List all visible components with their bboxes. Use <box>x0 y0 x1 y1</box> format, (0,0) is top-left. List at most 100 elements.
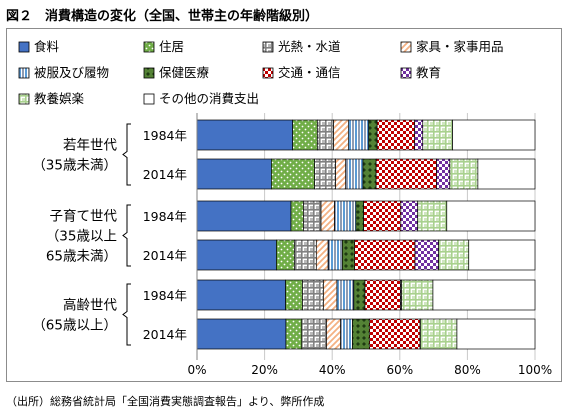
bar-segment-3-5 <box>341 239 355 271</box>
legend-item-3-label: 家具・家事用品 <box>416 39 504 54</box>
legend-item-5-label: 保健医療 <box>159 65 210 80</box>
bar-segment-3-9 <box>468 239 536 271</box>
bar-segment-2-5 <box>355 200 364 232</box>
x-tick-label-3: 60% <box>386 363 413 377</box>
bar-row-1 <box>196 158 536 190</box>
bar-segment-1-3 <box>335 158 347 190</box>
bar-segment-4-3 <box>323 279 338 311</box>
row-label-0: 1984年 <box>143 128 187 143</box>
legend-item-2: 光熱・水道 <box>262 39 341 54</box>
bar-segment-5-3 <box>326 318 342 350</box>
legend-item-1-label: 住居 <box>159 39 184 54</box>
group-label-1-1: （35歳以上 <box>46 229 117 245</box>
bar-segment-4-4 <box>336 279 355 311</box>
bar-segment-0-3 <box>333 119 349 151</box>
legend-item-6-swatch <box>262 67 274 79</box>
row-label-3: 2014年 <box>143 248 187 263</box>
bar-segment-4-8 <box>401 279 434 311</box>
bar-segment-1-9 <box>477 158 536 190</box>
group-bracket-2 <box>122 283 131 346</box>
bar-segment-2-4 <box>334 200 357 232</box>
group-label-2-1: （65歳以上） <box>32 318 117 334</box>
legend-item-1: 住居 <box>143 39 184 54</box>
group-label-0-0: 若年世代 <box>63 138 117 154</box>
bar-segment-0-6 <box>376 119 416 151</box>
bar-segment-2-7 <box>400 200 419 232</box>
bar-segment-1-2 <box>314 158 336 190</box>
bar-segment-1-5 <box>362 158 377 190</box>
legend-item-8: 教養娯楽 <box>18 91 85 106</box>
bar-segment-4-0 <box>196 279 286 311</box>
bar-segment-4-5 <box>353 279 366 311</box>
bars <box>196 119 536 350</box>
group-bracket-1 <box>122 204 131 267</box>
row-label-5: 2014年 <box>143 327 187 342</box>
bar-row-3 <box>196 239 536 271</box>
bar-row-0 <box>196 119 536 151</box>
bar-segment-5-0 <box>196 318 287 350</box>
bar-segment-0-8 <box>422 119 453 151</box>
bar-segment-5-1 <box>285 318 303 350</box>
legend-item-4-label: 被服及び履物 <box>34 65 109 80</box>
legend-item-1-swatch <box>143 41 155 53</box>
bar-segment-3-4 <box>327 239 343 271</box>
bar-segment-5-4 <box>340 318 353 350</box>
legend-item-8-swatch <box>18 93 30 105</box>
x-tick-label-0: 0% <box>187 363 206 377</box>
row-label-1: 2014年 <box>143 167 187 182</box>
bar-segment-5-8 <box>420 318 458 350</box>
x-tick-label-2: 40% <box>319 363 346 377</box>
group-label-0-1: （35歳未満） <box>32 158 117 174</box>
legend-item-5: 保健医療 <box>143 65 210 80</box>
bar-segment-4-9 <box>432 279 536 311</box>
chart-title: 図２ 消費構造の変化（全国、世帯主の年齢階級別） <box>6 9 319 24</box>
legend-item-2-swatch <box>262 41 274 53</box>
bar-segment-1-7 <box>436 158 451 190</box>
bar-segment-0-0 <box>196 119 294 151</box>
legend-item-9-swatch <box>143 93 155 105</box>
bar-segment-2-2 <box>303 200 322 232</box>
legend-item-4-swatch <box>18 67 30 79</box>
legend-item-8-label: 教養娯楽 <box>34 91 85 106</box>
legend-item-2-label: 光熱・水道 <box>278 39 341 54</box>
bar-segment-0-2 <box>316 119 334 151</box>
legend-item-3-swatch <box>400 41 412 53</box>
bar-segment-5-2 <box>301 318 327 350</box>
legend-item-4: 被服及び履物 <box>18 65 109 80</box>
bar-segment-0-9 <box>452 119 536 151</box>
row-label-2: 1984年 <box>143 209 187 224</box>
legend-item-6: 交通・通信 <box>262 65 341 80</box>
bar-row-5 <box>196 318 536 350</box>
bar-segment-2-3 <box>320 200 335 232</box>
bar-segment-3-0 <box>196 239 277 271</box>
bar-segment-4-6 <box>364 279 401 311</box>
legend-item-9: その他の消費支出 <box>143 91 259 106</box>
bar-segment-2-8 <box>417 200 448 232</box>
bar-segment-3-2 <box>293 239 317 271</box>
bar-segment-2-1 <box>290 200 304 232</box>
bar-segment-3-6 <box>354 239 416 271</box>
legend-item-0: 食料 <box>18 39 60 54</box>
bar-segment-3-1 <box>276 239 295 271</box>
legend-item-5-swatch <box>143 67 155 79</box>
bar-segment-5-5 <box>352 318 370 350</box>
x-tick-label-4: 80% <box>454 363 481 377</box>
legend-item-0-label: 食料 <box>34 39 60 54</box>
x-tick-label-1: 20% <box>251 363 278 377</box>
bar-segment-1-6 <box>375 158 437 190</box>
bar-segment-2-0 <box>196 200 292 232</box>
bar-segment-1-1 <box>271 158 315 190</box>
bar-row-2 <box>196 200 536 232</box>
legend-item-7-label: 教育 <box>416 65 441 80</box>
bar-segment-3-8 <box>438 239 470 271</box>
group-label-1-0: 子育て世代 <box>50 209 118 225</box>
legend-item-9-label: その他の消費支出 <box>159 91 259 106</box>
bar-segment-5-9 <box>456 318 536 350</box>
bar-segment-4-2 <box>302 279 324 311</box>
bar-segment-0-5 <box>368 119 378 151</box>
bar-segment-1-8 <box>449 158 479 190</box>
bar-segment-1-4 <box>345 158 364 190</box>
x-tick-label-5: 100% <box>518 363 552 377</box>
